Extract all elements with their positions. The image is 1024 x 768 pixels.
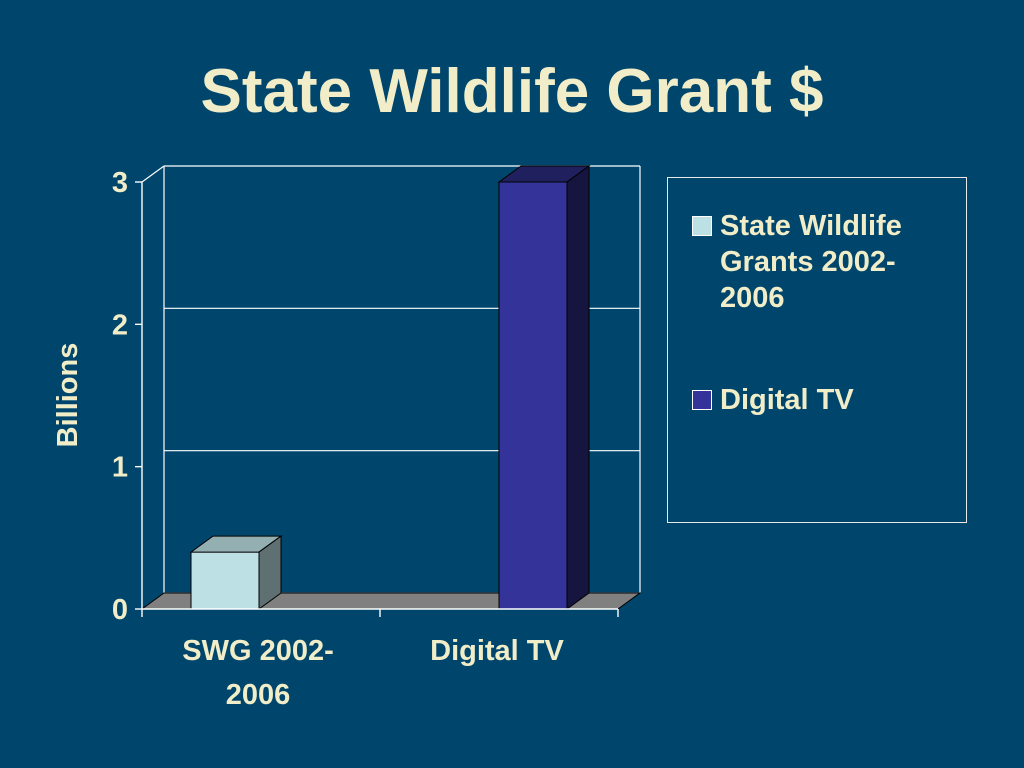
legend-item-digital-tv: Digital TV [692, 382, 960, 418]
slide-title: State Wildlife Grant $ [200, 57, 824, 126]
legend-item-state-wildlife-grants: State Wildlife Grants 2002- 2006 [692, 208, 960, 316]
y-tick-label-0: 0 [112, 594, 128, 626]
bar-state-wildlife-grants-2002-2006-front [190, 551, 260, 610]
y-tick-label-1: 1 [112, 452, 128, 484]
y-tick-label-3: 3 [112, 167, 128, 199]
x-category-label-1: Digital TV [430, 635, 564, 667]
y-axis-title: Billions [52, 343, 84, 448]
bar-digital-tv-front [498, 181, 568, 610]
legend-label-digital-tv: Digital TV [720, 384, 854, 416]
y-tick-label-2: 2 [112, 309, 128, 341]
bar-state-wildlife-grants-2002-2006-side [258, 535, 282, 610]
side-wall-top-edge [141, 165, 165, 183]
legend-swatch-state-wildlife-grants [692, 216, 712, 236]
chart-legend: State Wildlife Grants 2002- 2006 Digital… [667, 177, 967, 523]
legend-label-state-wildlife-grants: State Wildlife Grants 2002- 2006 [720, 210, 902, 314]
bar-digital-tv-side [566, 165, 590, 610]
x-category-label-0: SWG 2002-2006 [182, 635, 334, 711]
legend-swatch-digital-tv [692, 390, 712, 410]
